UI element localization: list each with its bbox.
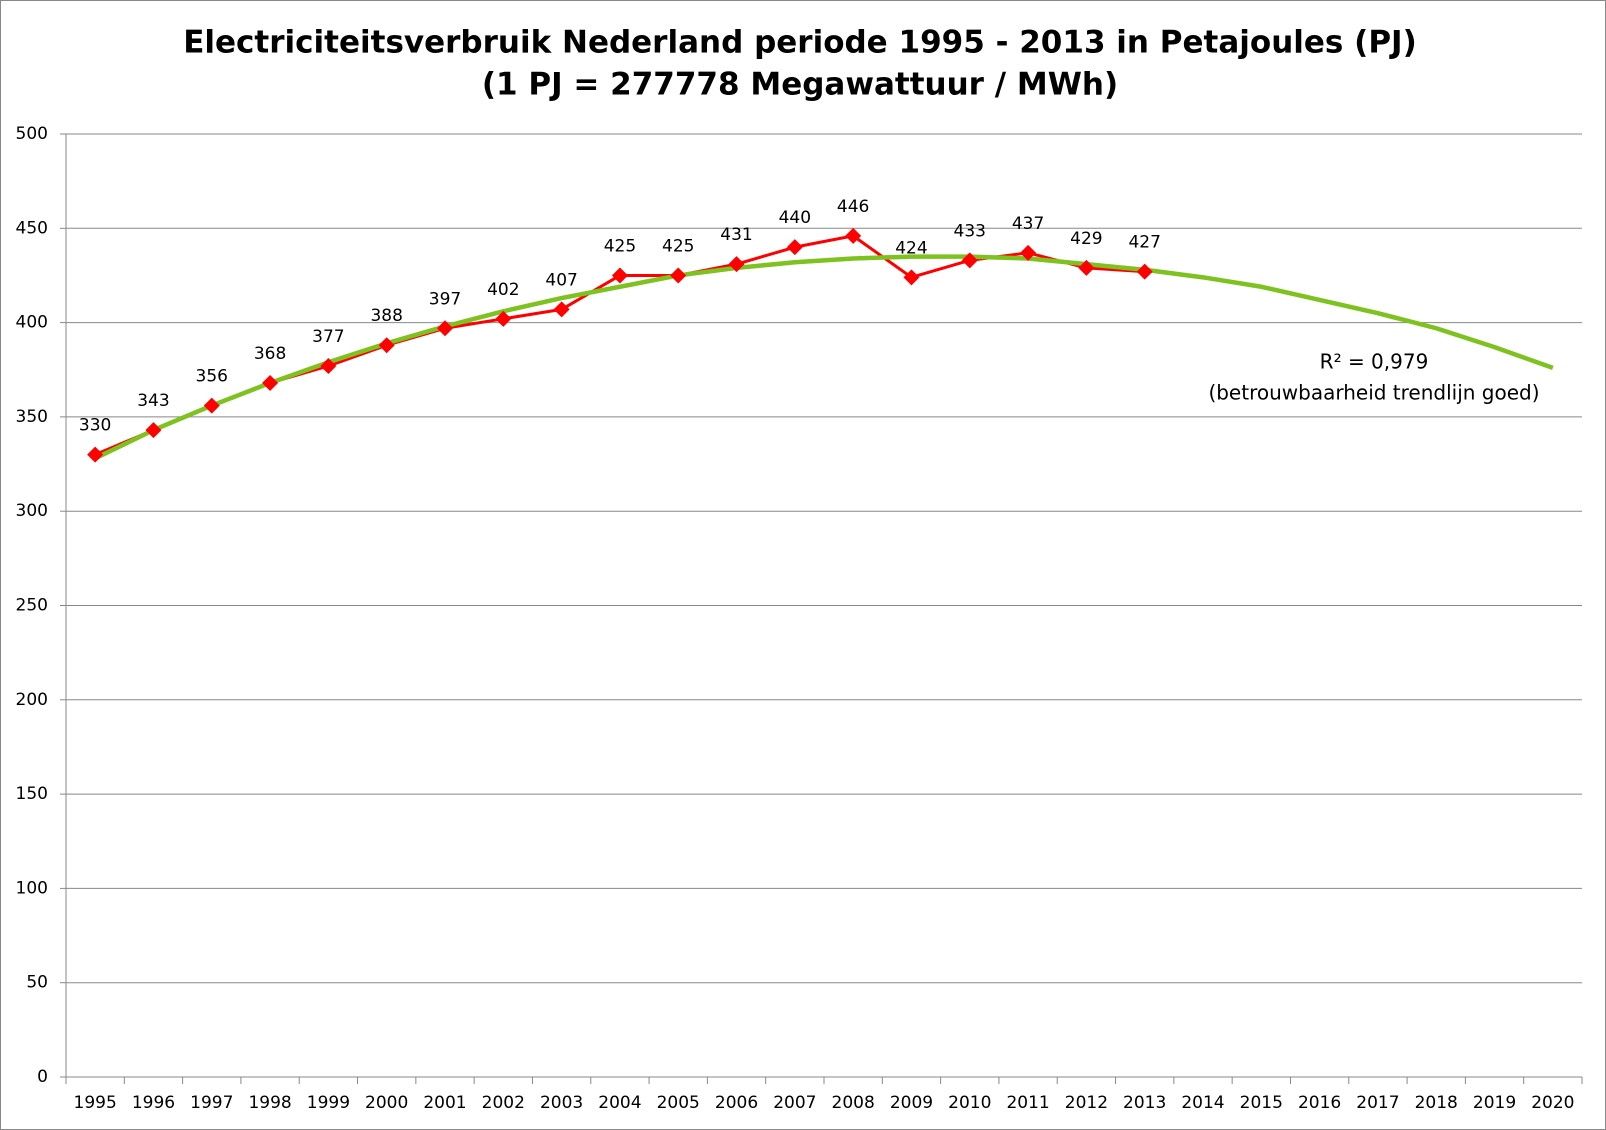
data-point — [728, 256, 745, 273]
y-tick-label: 450 — [16, 218, 48, 238]
x-tick-label: 2002 — [482, 1093, 525, 1113]
data-point — [786, 239, 803, 256]
data-label: 425 — [604, 236, 636, 256]
data-label: 429 — [1070, 229, 1102, 249]
y-tick-label: 400 — [16, 313, 48, 333]
data-point — [961, 252, 978, 269]
data-label: 433 — [954, 221, 986, 241]
chart-subtitle: (1 PJ = 277778 Megawattuur / MWh) — [482, 67, 1118, 103]
y-tick-label: 250 — [16, 596, 48, 616]
x-tick-label: 1996 — [132, 1093, 175, 1113]
x-tick-label: 2016 — [1298, 1093, 1341, 1113]
x-tick-label: 2003 — [540, 1093, 583, 1113]
data-point — [437, 320, 453, 337]
x-tick-label: 2008 — [832, 1093, 875, 1113]
data-point — [145, 422, 162, 439]
chart-title: Electriciteitsverbruik Nederland periode… — [183, 25, 1417, 61]
x-tick-label: 2011 — [1006, 1093, 1049, 1113]
data-label: 431 — [720, 225, 752, 245]
data-label: 388 — [370, 306, 402, 326]
data-point — [1020, 244, 1037, 261]
data-label: 427 — [1128, 233, 1160, 253]
data-point — [553, 301, 570, 318]
data-label: 330 — [79, 416, 111, 436]
data-point — [903, 269, 920, 286]
data-point — [378, 337, 395, 354]
x-tick-label: 2007 — [773, 1093, 816, 1113]
data-point — [203, 397, 220, 414]
data-label: 402 — [487, 280, 519, 300]
x-tick-label: 2009 — [890, 1093, 933, 1113]
y-tick-label: 100 — [16, 878, 48, 898]
x-tick-label: 1995 — [74, 1093, 117, 1113]
y-tick-label: 0 — [37, 1067, 48, 1087]
data-label: 356 — [196, 367, 228, 387]
data-label: 368 — [254, 344, 286, 364]
data-point — [670, 267, 687, 284]
y-tick-label: 500 — [16, 124, 48, 144]
data-label: 397 — [429, 289, 461, 309]
y-tick-label: 50 — [26, 973, 48, 993]
x-tick-label: 2006 — [715, 1093, 758, 1113]
data-label: 446 — [837, 197, 869, 217]
x-tick-label: 2004 — [598, 1093, 641, 1113]
data-label: 437 — [1012, 214, 1044, 234]
data-point — [845, 227, 862, 244]
annotation: R² = 0,979 — [1320, 350, 1429, 374]
data-label: 343 — [137, 391, 169, 411]
x-tick-label: 2015 — [1240, 1093, 1283, 1113]
data-point — [1078, 259, 1095, 276]
data-point — [87, 446, 104, 463]
x-tick-label: 2001 — [423, 1093, 466, 1113]
y-tick-label: 300 — [16, 501, 48, 521]
x-tick-label: 1998 — [248, 1093, 291, 1113]
x-tick-label: 2019 — [1473, 1093, 1516, 1113]
data-label: 440 — [779, 208, 811, 228]
data-point — [320, 357, 337, 374]
x-tick-label: 2012 — [1065, 1093, 1108, 1113]
x-tick-label: 1997 — [190, 1093, 233, 1113]
x-tick-label: 2018 — [1415, 1093, 1458, 1113]
x-tick-label: 2014 — [1181, 1093, 1224, 1113]
x-tick-label: 2010 — [948, 1093, 991, 1113]
data-point — [495, 310, 512, 327]
data-point — [1136, 263, 1153, 280]
x-tick-label: 2000 — [365, 1093, 408, 1113]
x-tick-label: 2013 — [1123, 1093, 1166, 1113]
annotation: (betrouwbaarheid trendlijn goed) — [1208, 381, 1539, 405]
y-tick-label: 150 — [16, 784, 48, 804]
data-label: 377 — [312, 327, 344, 347]
trend-line — [94, 254, 1554, 461]
x-tick-label: 2017 — [1356, 1093, 1399, 1113]
y-tick-label: 200 — [16, 690, 48, 710]
x-tick-label: 2005 — [657, 1093, 700, 1113]
x-tick-label: 2020 — [1531, 1093, 1574, 1113]
x-tick-label: 1999 — [307, 1093, 350, 1113]
y-tick-label: 350 — [16, 407, 48, 427]
data-point — [611, 267, 628, 284]
data-label: 424 — [895, 238, 927, 258]
data-label: 425 — [662, 236, 694, 256]
data-label: 407 — [545, 270, 577, 290]
data-point — [262, 374, 279, 391]
